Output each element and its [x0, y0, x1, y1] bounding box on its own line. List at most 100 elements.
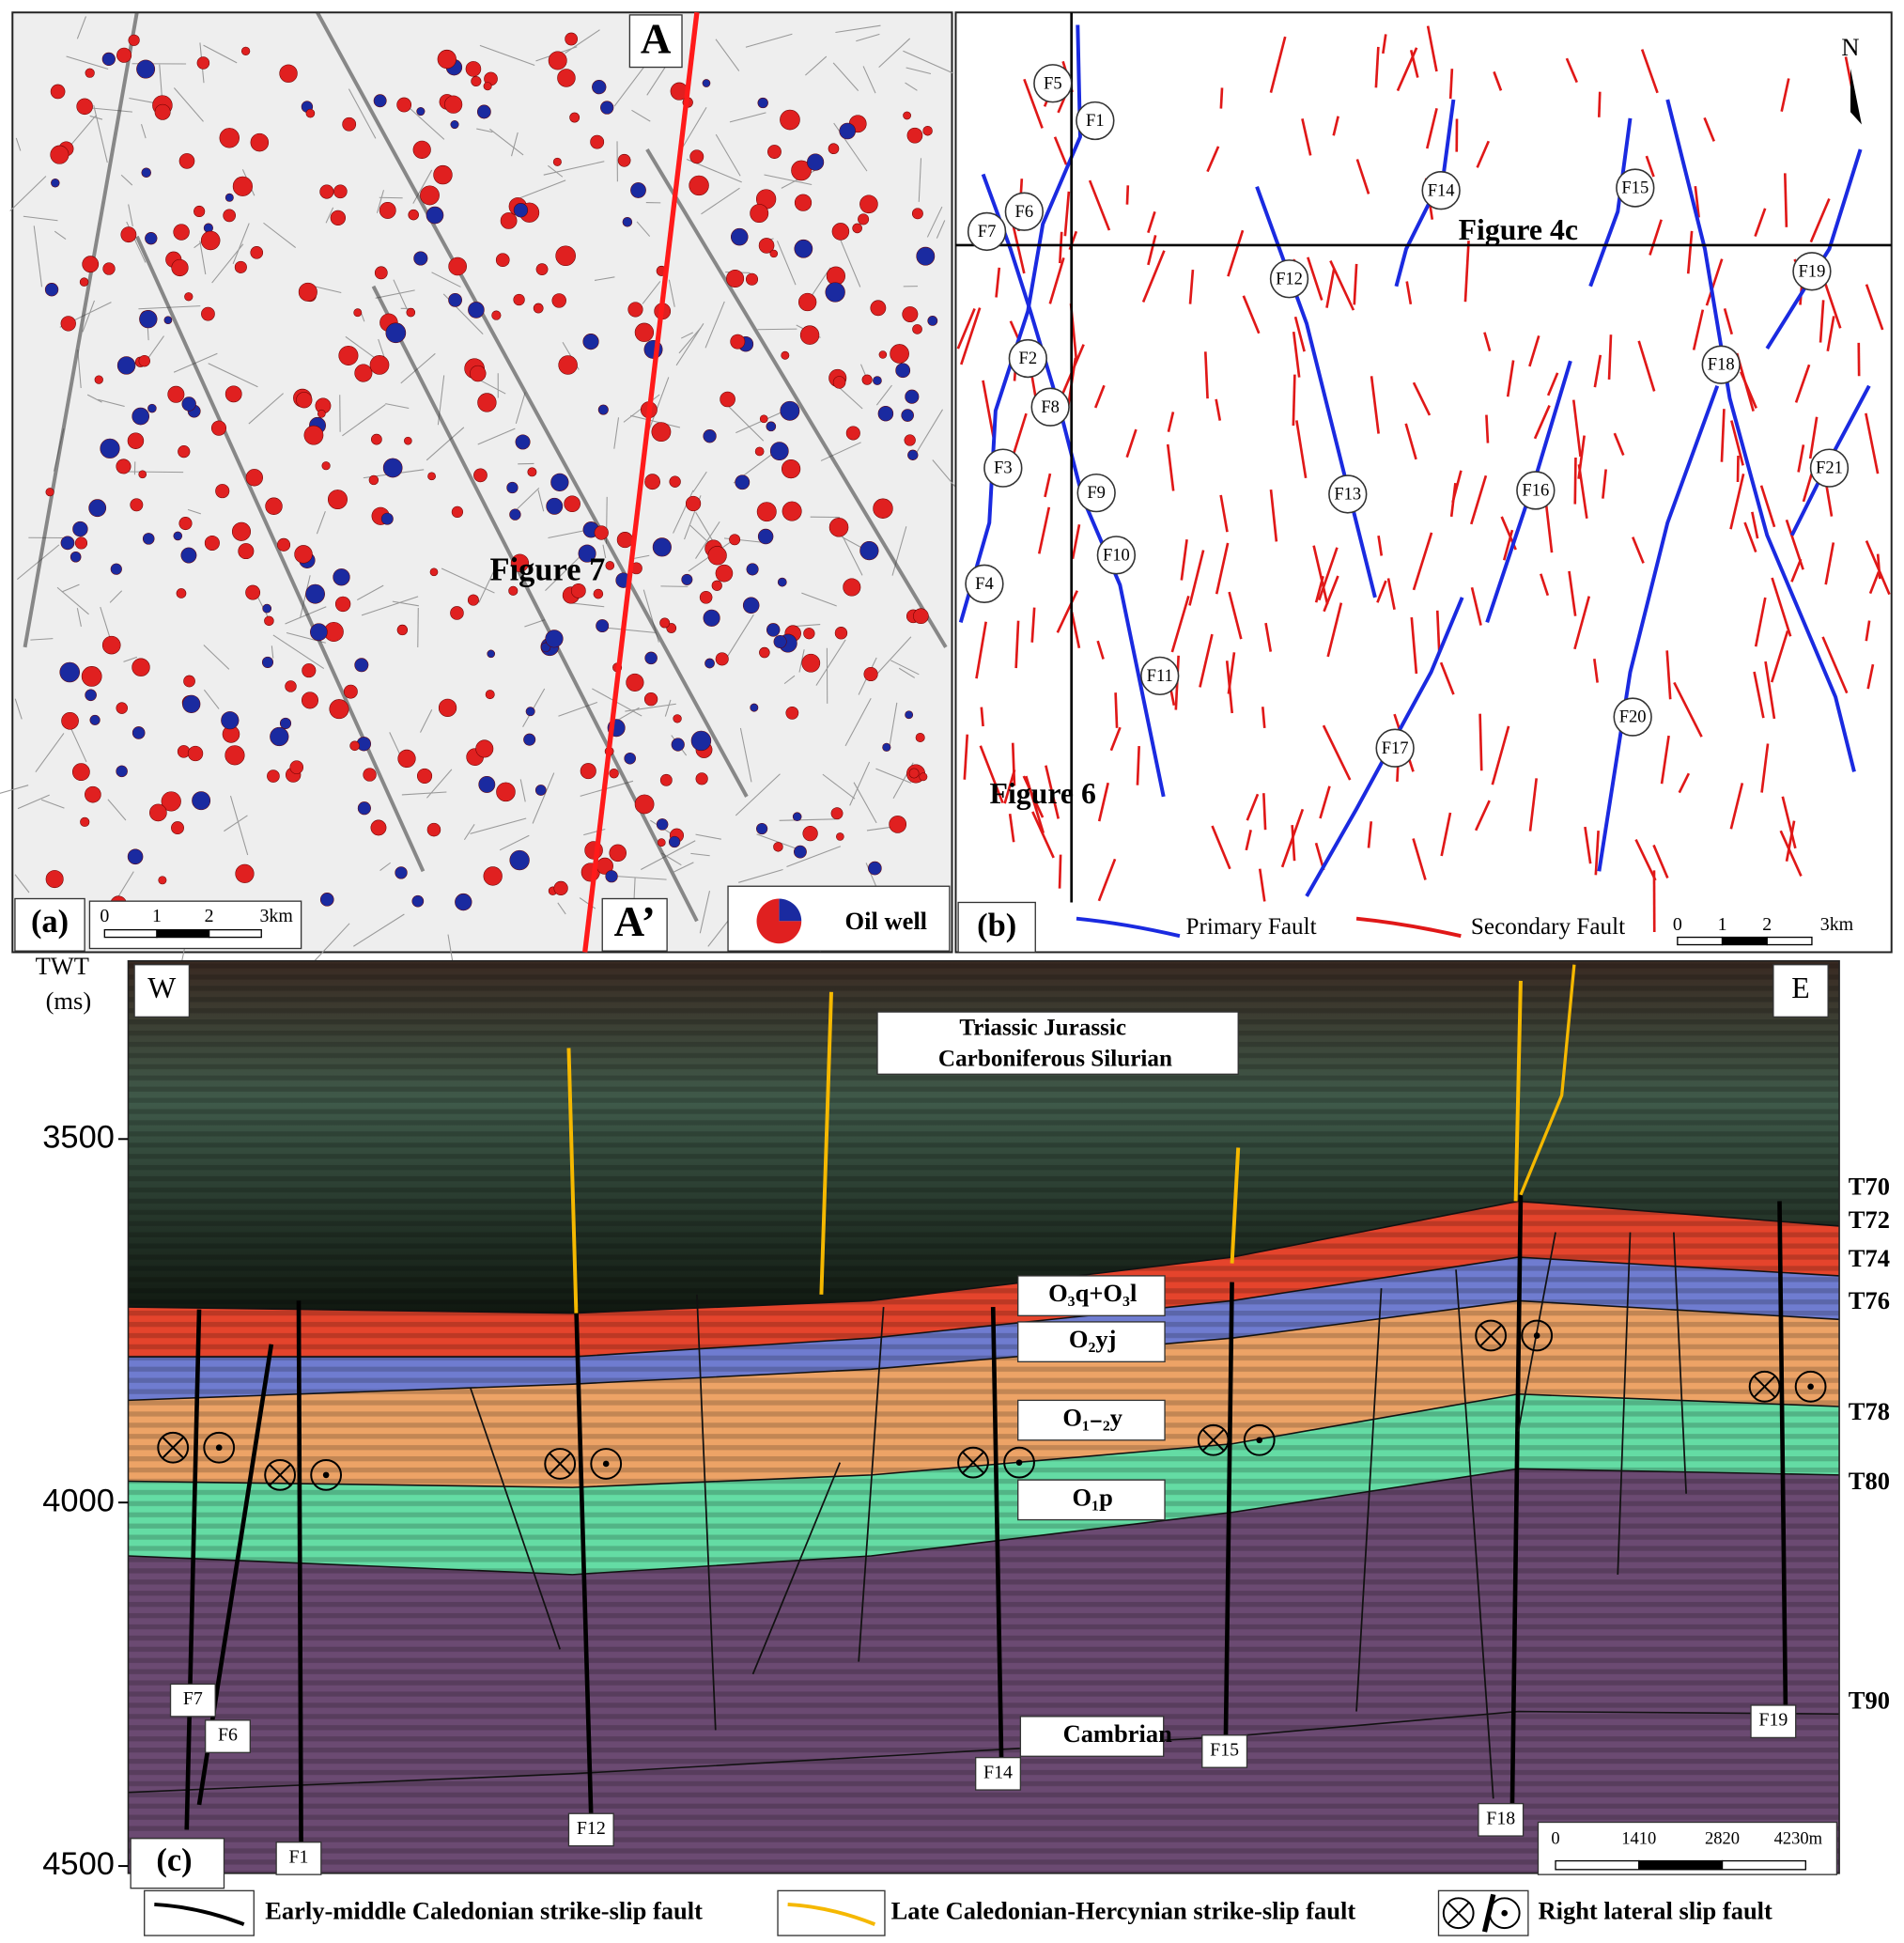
texture [613, 417, 620, 449]
texture [735, 773, 781, 816]
label-box [567, 1812, 614, 1847]
texture [715, 133, 741, 177]
texture [837, 234, 861, 288]
secondary-fault [1759, 485, 1776, 528]
oil-well [590, 134, 605, 149]
y-tick-label: 4500 [42, 1846, 115, 1882]
oil-well [580, 763, 596, 780]
texture [832, 62, 859, 91]
secondary-fault [995, 267, 1001, 298]
secondary-fault [1819, 300, 1825, 343]
fault-marker [1701, 345, 1741, 384]
oil-well [533, 303, 544, 314]
horizon-label: T70 [1849, 1172, 1890, 1200]
secondary-fault [1584, 826, 1592, 864]
oil-well [565, 32, 578, 46]
oil-well [120, 226, 137, 243]
oil-well [250, 246, 264, 259]
slip-symbol [1015, 1459, 1023, 1466]
fault-label: F1 [1086, 111, 1105, 131]
horizon-label: T80 [1849, 1467, 1890, 1495]
oil-well [149, 803, 167, 822]
oil-well [782, 501, 802, 521]
secondary-fault [1329, 259, 1355, 311]
oil-well [605, 870, 618, 883]
texture [905, 82, 918, 91]
texture [140, 124, 147, 139]
label-box [876, 1011, 1239, 1075]
oil-well [825, 282, 845, 303]
oil-well [624, 752, 636, 765]
fault-label: F13 [1334, 485, 1361, 505]
secondary-fault [1753, 671, 1765, 719]
oil-well [426, 206, 444, 225]
secondary-fault [1322, 724, 1352, 781]
oil-well [116, 765, 128, 778]
oil-well [396, 97, 412, 113]
oil-well [754, 446, 765, 457]
oil-well [196, 56, 210, 70]
oil-well [88, 499, 107, 518]
oil-well [863, 666, 878, 682]
secondary-fault [1227, 229, 1245, 277]
secondary-fault [1694, 185, 1700, 218]
lineament [645, 148, 948, 648]
oil-well [305, 583, 325, 604]
texture [392, 600, 419, 607]
secondary-fault [1404, 423, 1417, 460]
fault-marker [1616, 168, 1655, 208]
oil-well [555, 245, 576, 267]
oil-well [513, 203, 529, 218]
fault-label: F18 [1486, 1808, 1515, 1828]
secondary-fault [1136, 746, 1140, 785]
oil-well [643, 692, 658, 707]
oil-well [100, 438, 120, 459]
scale-label: 3km [259, 906, 293, 926]
slip-symbol [1748, 1370, 1781, 1403]
oil-well [127, 848, 144, 865]
fault-marker [1516, 471, 1556, 510]
texture [757, 328, 797, 331]
slip-symbol [1475, 1319, 1508, 1352]
oil-well [859, 194, 878, 214]
label-box [628, 14, 683, 69]
texture [311, 285, 342, 293]
scale-label: 2820 [1705, 1828, 1740, 1848]
early-fault [1509, 1194, 1524, 1824]
texture [745, 33, 793, 48]
texture [229, 795, 249, 856]
oil-well [396, 624, 409, 636]
oil-well [882, 742, 891, 752]
texture [548, 164, 564, 178]
oil-well [487, 649, 496, 659]
oil-well [223, 209, 236, 223]
fault-marker [1076, 101, 1115, 141]
texture [675, 322, 704, 366]
texture [248, 393, 284, 425]
oil-well [668, 835, 681, 848]
oil-well [231, 521, 252, 541]
oil-well [412, 140, 431, 159]
oil-well [303, 425, 324, 445]
secondary-fault [1219, 494, 1229, 533]
texture [23, 215, 58, 222]
secondary-fault [1264, 622, 1273, 652]
texture [728, 406, 765, 442]
label-box [133, 964, 191, 1018]
oil-well [703, 429, 717, 443]
oil-well [545, 630, 564, 648]
texture [609, 875, 667, 880]
oil-well [535, 263, 549, 276]
texture [361, 596, 419, 616]
texture [199, 241, 207, 275]
oil-well [659, 617, 671, 629]
oil-well [509, 849, 530, 871]
y-tick-label: 4000 [42, 1483, 115, 1518]
secondary-fault [1740, 371, 1757, 409]
oil-well [791, 160, 812, 181]
fault-marker [1269, 259, 1309, 299]
oil-well [338, 345, 359, 365]
texture [120, 174, 133, 186]
texture [849, 761, 871, 806]
fault-label: F10 [1103, 545, 1130, 565]
